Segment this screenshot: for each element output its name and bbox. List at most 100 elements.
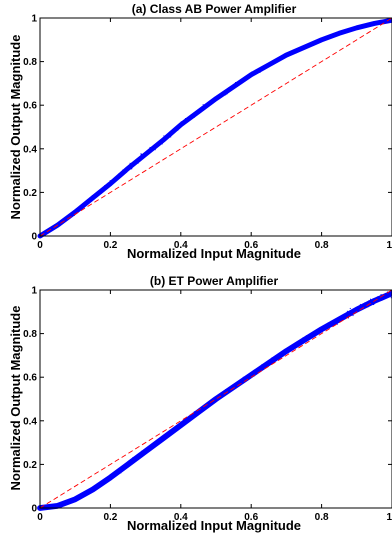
scatter-point [295, 52, 297, 54]
scatter-point [216, 97, 218, 99]
scatter-point [287, 54, 289, 56]
scatter-point [335, 323, 337, 325]
scatter-point [291, 51, 293, 53]
scatter-point [292, 52, 294, 54]
scatter-point [168, 435, 170, 437]
scatter-point [136, 457, 138, 460]
scatter-point [231, 86, 233, 88]
scatter-point [355, 28, 357, 30]
scatter-point [334, 35, 336, 37]
scatter-point [178, 423, 180, 425]
scatter-point [221, 93, 223, 95]
scatter-point [297, 343, 299, 345]
axis-ticks: 0 0.2 0.4 0.6 0.8 1 0 0.2 0.4 0.6 0.8 1 [23, 14, 392, 251]
scatter-point [141, 155, 144, 157]
scatter-point [229, 389, 231, 391]
scatter-point [120, 472, 122, 474]
scatter-point [58, 504, 60, 506]
scatter-point [282, 56, 284, 58]
scatter-point [159, 438, 161, 440]
scatter-point [76, 498, 78, 500]
scatter-point [376, 297, 378, 299]
scatter-point [44, 232, 46, 234]
scatter-point [255, 372, 257, 374]
scatter-point [360, 27, 362, 29]
scatter-point [138, 157, 140, 159]
scatter-point [203, 107, 205, 109]
scatter-point [49, 505, 51, 507]
scatter-point [141, 450, 143, 452]
scatter-point [98, 485, 100, 487]
scatter-point [328, 38, 330, 40]
scatter-point [51, 505, 53, 507]
scatter-point [81, 205, 84, 207]
scatter-point [379, 297, 381, 299]
scatter-point [123, 172, 125, 174]
scatter-point [126, 465, 128, 467]
scatter-point [222, 91, 224, 93]
scatter-point [200, 109, 202, 111]
scatter-point [153, 149, 155, 151]
scatter-point [157, 145, 159, 147]
scatter-point [339, 33, 341, 35]
scatter-point [55, 505, 57, 507]
scatter-point [302, 48, 304, 50]
scatter-point [70, 214, 72, 216]
scatter-point [390, 297, 392, 299]
scatter-point [309, 335, 311, 337]
scatter-point [55, 504, 57, 507]
scatter-point [73, 209, 75, 211]
scatter-point [133, 162, 135, 164]
scatter-point [194, 116, 196, 118]
scatter-point [118, 173, 120, 175]
scatter-point [177, 129, 179, 131]
plot-frame [39, 289, 392, 509]
scatter-point [109, 475, 111, 477]
scatter-point [369, 298, 372, 300]
scatter-point [340, 318, 342, 320]
scatter-point [101, 188, 103, 190]
scatter-point [326, 325, 328, 328]
scatter-point [131, 163, 133, 165]
scatter-point [225, 94, 227, 96]
scatter-point [235, 386, 237, 388]
scatter-point [389, 20, 392, 22]
scatter-point [149, 448, 151, 450]
scatter-marks [37, 17, 392, 239]
scatter-point [166, 435, 168, 437]
scatter-point [60, 223, 62, 225]
scatter-point [150, 444, 152, 446]
scatter-point [333, 322, 335, 324]
scatter-point [116, 470, 118, 472]
scatter-point [139, 455, 141, 457]
scatter-point [185, 121, 188, 123]
scatter-point [266, 65, 268, 67]
scatter-point [263, 67, 265, 69]
scatter-point [180, 422, 182, 424]
scatter-point [117, 470, 119, 472]
scatter-point [103, 189, 105, 191]
scatter-point [125, 466, 127, 468]
scatter-point [48, 506, 50, 508]
scatter-point [59, 225, 61, 227]
scatter-point [250, 74, 253, 76]
scatter-point [336, 33, 338, 35]
scatter-point [251, 73, 253, 75]
scatter-point [180, 424, 182, 426]
scatter-point [245, 376, 247, 378]
scatter-point [241, 80, 243, 82]
scatter-point [98, 482, 100, 484]
scatter-point [137, 162, 139, 164]
scatter-point [315, 40, 317, 42]
scatter-point [303, 46, 305, 48]
scatter-point [321, 39, 323, 41]
x-tick-label: 0 [37, 512, 43, 523]
y-tick-label: 0.2 [23, 188, 37, 199]
scatter-point [261, 365, 263, 368]
scatter-point [110, 181, 112, 183]
scatter-point [320, 38, 323, 40]
x-tick-label: 0.6 [244, 240, 258, 251]
scatter-point [80, 495, 82, 497]
scatter-point [187, 119, 189, 121]
scatter-point [179, 123, 181, 125]
